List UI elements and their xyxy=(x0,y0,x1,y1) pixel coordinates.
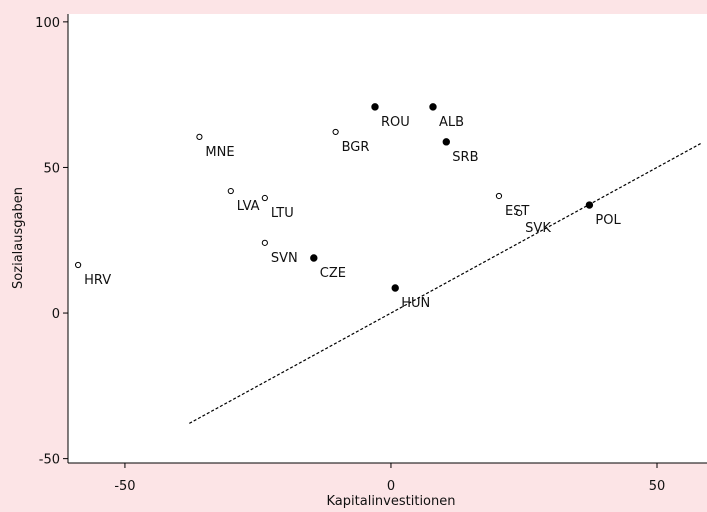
point xyxy=(442,138,450,146)
point-label: LTU xyxy=(271,206,294,221)
plot-area xyxy=(68,14,707,463)
point-label: LVA xyxy=(237,199,260,214)
point-label: HUN xyxy=(401,296,430,311)
x-axis-label: Kapitalinvestitionen xyxy=(327,494,456,509)
point xyxy=(495,192,503,200)
point xyxy=(261,194,268,202)
x-tick-label: 0 xyxy=(387,479,395,494)
y-tick-label: 0 xyxy=(52,307,60,322)
point xyxy=(429,103,437,111)
point xyxy=(371,103,379,111)
point xyxy=(516,209,523,216)
y-tick-label: -50 xyxy=(39,453,60,468)
point xyxy=(75,261,82,269)
y-tick-label: 100 xyxy=(35,16,60,31)
point-label: HRV xyxy=(84,273,111,288)
point-label: ROU xyxy=(381,115,410,130)
y-tick-label: 50 xyxy=(43,161,60,176)
point xyxy=(585,201,594,209)
point-label: SRB xyxy=(452,150,478,165)
point-label: SVN xyxy=(271,251,298,266)
point xyxy=(332,128,339,136)
point xyxy=(391,284,399,292)
point-label: CZE xyxy=(320,266,346,281)
point xyxy=(310,254,318,262)
point xyxy=(227,187,234,195)
reference-line xyxy=(189,143,701,424)
point-label: POL xyxy=(595,213,621,228)
point xyxy=(196,133,203,140)
x-tick-label: -50 xyxy=(114,479,135,494)
point-label: SVK xyxy=(525,221,551,236)
point-label: MNE xyxy=(205,145,234,160)
point-label: ALB xyxy=(439,115,464,130)
point xyxy=(261,239,268,246)
point-label: BGR xyxy=(342,140,370,155)
y-axis-label: Sozialausgaben xyxy=(11,187,26,289)
x-tick-label: 50 xyxy=(649,479,666,494)
